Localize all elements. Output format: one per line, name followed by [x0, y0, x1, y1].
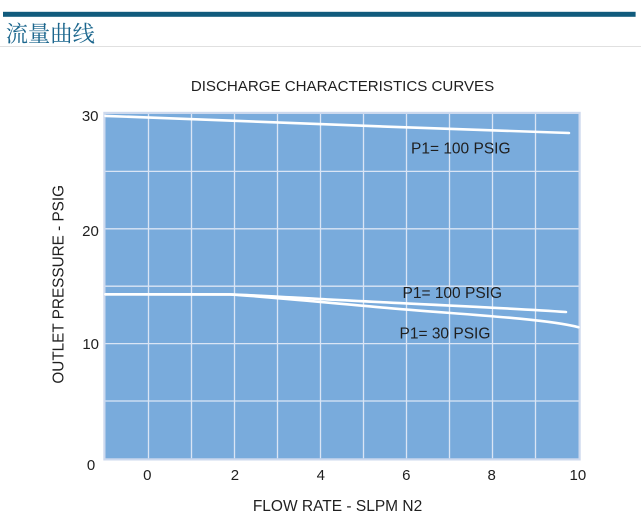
svg-text:8: 8	[488, 467, 496, 484]
svg-text:P1= 100 PSIG: P1= 100 PSIG	[403, 285, 503, 302]
svg-text:DISCHARGE CHARACTERISTICS CURV: DISCHARGE CHARACTERISTICS CURVES	[191, 78, 494, 95]
svg-text:P1= 100 PSIG: P1= 100 PSIG	[411, 141, 511, 158]
svg-text:0: 0	[143, 467, 151, 484]
svg-text:0: 0	[87, 457, 95, 474]
svg-text:4: 4	[317, 467, 325, 484]
svg-text:FLOW RATE - SLPM N2: FLOW RATE - SLPM N2	[253, 498, 422, 515]
svg-text:10: 10	[570, 467, 587, 484]
svg-text:P1= 30 PSIG: P1= 30 PSIG	[400, 326, 491, 343]
svg-text:20: 20	[82, 223, 99, 240]
svg-text:OUTLET PRESSURE - PSIG: OUTLET PRESSURE - PSIG	[51, 185, 68, 384]
svg-text:6: 6	[402, 467, 410, 484]
svg-text:10: 10	[82, 336, 99, 353]
svg-text:2: 2	[231, 467, 239, 484]
svg-text:30: 30	[82, 108, 99, 125]
